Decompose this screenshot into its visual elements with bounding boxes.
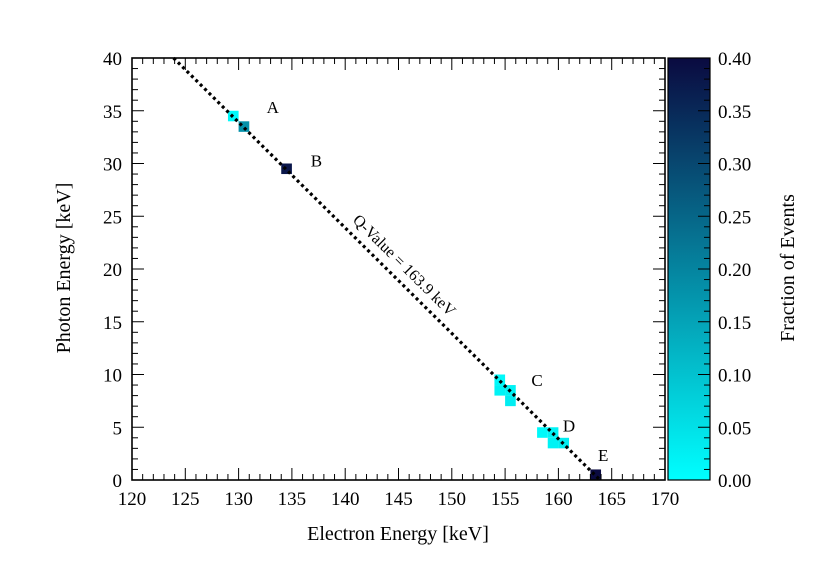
x-tick-label: 125 xyxy=(171,489,200,510)
heatmap-cell xyxy=(537,427,548,438)
annotation-label: E xyxy=(598,446,608,465)
x-tick-label: 140 xyxy=(331,489,360,510)
x-tick-label: 155 xyxy=(491,489,520,510)
x-tick-label: 160 xyxy=(544,489,573,510)
colorbar-title: Fraction of Events xyxy=(777,194,799,342)
y-tick-label: 5 xyxy=(113,418,123,439)
annotation-label: D xyxy=(563,416,575,435)
x-axis-title: Electron Energy [keV] xyxy=(307,523,489,545)
heatmap-cell xyxy=(547,427,559,438)
y-axis-title: Photon Energy [keV] xyxy=(53,183,75,354)
y-tick-label: 25 xyxy=(103,207,122,228)
annotation-label: A xyxy=(267,98,280,117)
x-tick-label: 165 xyxy=(597,489,626,510)
q-value-label: Q-Value = 163.9 keV xyxy=(349,212,459,321)
colorbar: 0.00 0.05 0.10 0.15 0.20 0.25 0.30 0.35 0.40 xyxy=(667,49,751,492)
x-tick-label: 145 xyxy=(384,489,413,510)
y-tick-label: 40 xyxy=(103,49,122,70)
colorbar-tick-label: 0.20 xyxy=(718,260,751,281)
x-tick-label: 120 xyxy=(118,489,147,510)
colorbar-tick-label: 0.30 xyxy=(718,155,751,176)
colorbar-tick-label: 0.35 xyxy=(718,102,751,123)
heatmap-cell xyxy=(547,437,559,449)
y-tick-label: 0 xyxy=(113,471,123,492)
colorbar-tick-label: 0.15 xyxy=(718,313,751,334)
x-tick-label: 130 xyxy=(224,489,253,510)
x-tick-label: 150 xyxy=(438,489,467,510)
colorbar-tick-label: 0.25 xyxy=(718,207,751,228)
point-annotations: A B C D E xyxy=(267,98,609,465)
q-value-line xyxy=(172,56,602,482)
y-tick-label: 30 xyxy=(103,155,122,176)
heatmap-cell xyxy=(505,395,516,407)
heatmap-cell xyxy=(281,163,292,175)
x-tick-label: 135 xyxy=(278,489,307,510)
heatmap-cell xyxy=(238,121,250,132)
heatmap-cell xyxy=(494,374,506,386)
colorbar-tick-label: 0.05 xyxy=(718,418,751,439)
annotation-label: C xyxy=(531,371,542,390)
heatmap-cell xyxy=(590,469,602,480)
y-tick-label: 10 xyxy=(103,366,122,387)
x-tick-label: 170 xyxy=(651,489,680,510)
plot-axes: 120 125 130 135 140 145 150 155 160 165 170 0 5 10 15 2… xyxy=(103,49,679,510)
annotation-label: B xyxy=(311,152,322,171)
colorbar-tick-label: 0.40 xyxy=(718,49,751,70)
y-tick-label: 20 xyxy=(103,260,122,281)
colorbar-tick-label: 0.00 xyxy=(718,471,751,492)
q-value-line-group: Q-Value = 163.9 keV xyxy=(172,56,602,482)
y-tick-label: 15 xyxy=(103,313,122,334)
heatmap-cell xyxy=(494,385,506,396)
y-tick-label: 35 xyxy=(103,102,122,123)
colorbar-tick-label: 0.10 xyxy=(718,366,751,387)
